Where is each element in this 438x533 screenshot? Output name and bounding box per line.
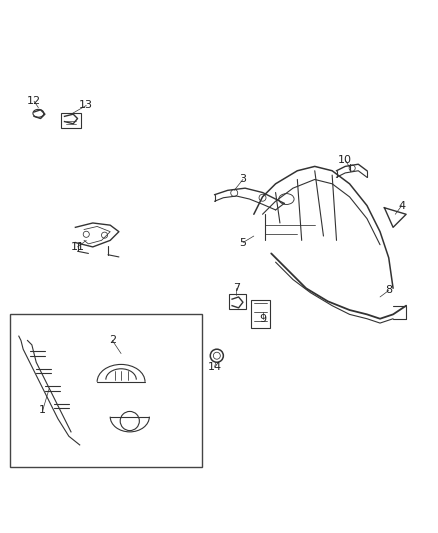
Text: 2: 2 — [109, 335, 116, 345]
Text: 13: 13 — [79, 100, 93, 110]
Text: 12: 12 — [27, 96, 41, 106]
Text: 1: 1 — [39, 405, 46, 415]
FancyBboxPatch shape — [229, 294, 246, 309]
Text: 14: 14 — [208, 361, 222, 372]
FancyBboxPatch shape — [10, 314, 201, 467]
Text: 9: 9 — [259, 314, 266, 324]
Text: 11: 11 — [71, 242, 85, 252]
Text: 3: 3 — [240, 174, 247, 184]
Text: 7: 7 — [233, 283, 240, 293]
FancyBboxPatch shape — [251, 301, 270, 328]
Text: 10: 10 — [338, 155, 352, 165]
FancyBboxPatch shape — [61, 114, 81, 128]
Text: 5: 5 — [240, 238, 247, 247]
Text: 8: 8 — [385, 286, 392, 295]
Text: 4: 4 — [398, 200, 405, 211]
